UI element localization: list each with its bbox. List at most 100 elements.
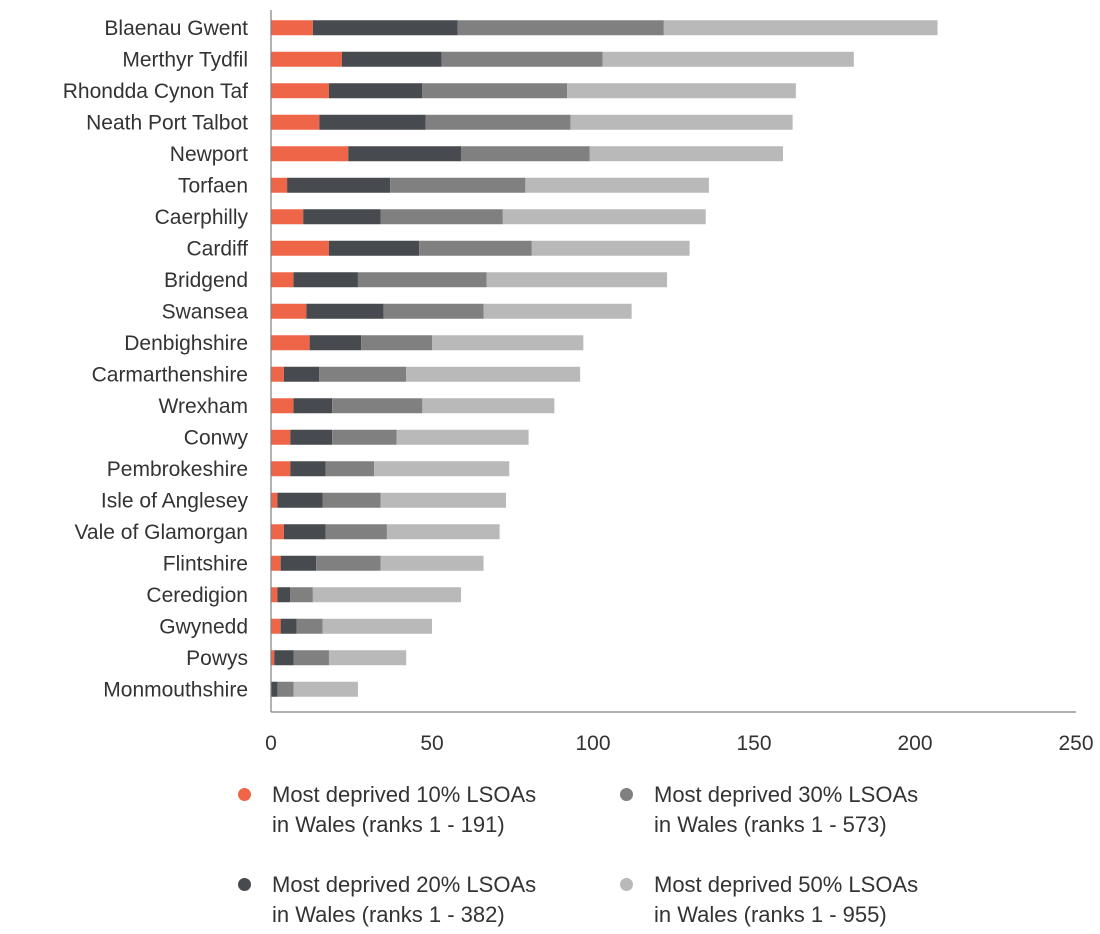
bar-swansea-series-1: [271, 303, 307, 319]
bar-caerphilly-series-3: [380, 209, 503, 225]
bar-caerphilly-series-1: [271, 209, 304, 225]
bar-newport-series-3: [460, 146, 590, 162]
bar-conwy-series-1: [271, 429, 291, 445]
bar-powys-series-2: [274, 650, 294, 666]
bar-monmouthshire-series-2: [271, 681, 278, 697]
bar-rhondda-cynon-taf-series-1: [271, 83, 329, 99]
legend-dot-30pct: [620, 788, 633, 801]
bar-isle-of-anglesey-series-1: [271, 492, 278, 508]
stacked-bar-chart: Blaenau Gwent Merthyr Tydfil Rhondda Cynon…: [63, 10, 1094, 755]
bar-vale-of-glamorgan-series-1: [271, 524, 284, 540]
x-tick-label-50: 50: [420, 732, 443, 755]
category-label-conwy: Conwy: [184, 426, 249, 449]
bar-carmarthenshire-series-3: [319, 366, 407, 382]
category-label-newport: Newport: [170, 143, 248, 166]
bar-pembrokeshire-series-1: [271, 461, 291, 477]
bar-newport-series-2: [348, 146, 461, 162]
bar-isle-of-anglesey-series-2: [277, 492, 323, 508]
bar-carmarthenshire-series-2: [283, 366, 320, 382]
bar-wrexham-series-4: [422, 398, 555, 414]
bar-wrexham-series-3: [332, 398, 423, 414]
bar-vale-of-glamorgan-series-4: [386, 524, 500, 540]
bar-bridgend-series-3: [357, 272, 487, 288]
legend-label-30pct-line2: in Wales (ranks 1 - 573): [654, 812, 887, 837]
bar-ceredigion-series-4: [312, 587, 461, 603]
bar-powys-series-3: [293, 650, 329, 666]
category-label-ceredigion: Ceredigion: [146, 584, 248, 607]
x-tick-label-100: 100: [575, 732, 610, 755]
bar-merthyr-tydfil-series-1: [271, 51, 342, 67]
bar-merthyr-tydfil-series-4: [602, 51, 854, 67]
x-tick-label-0: 0: [265, 732, 277, 755]
bar-wrexham-series-1: [271, 398, 294, 414]
category-label-monmouthshire: Monmouthshire: [103, 678, 248, 701]
bar-denbighshire-series-4: [432, 335, 584, 351]
bar-rhondda-cynon-taf-series-3: [422, 83, 568, 99]
category-label-denbighshire: Denbighshire: [124, 332, 248, 355]
legend-dot-20pct: [238, 878, 251, 891]
bar-neath-port-talbot-series-2: [319, 114, 426, 130]
bar-torfaen-series-4: [525, 177, 709, 193]
legend-label-20pct-line2: in Wales (ranks 1 - 382): [272, 902, 505, 927]
bar-isle-of-anglesey-series-3: [322, 492, 381, 508]
category-label-flintshire: Flintshire: [163, 552, 248, 575]
category-label-blaenau-gwent: Blaenau Gwent: [104, 17, 248, 40]
bar-pembrokeshire-series-2: [290, 461, 326, 477]
bar-flintshire-series-4: [380, 555, 484, 571]
legend-label-10pct-line2: in Wales (ranks 1 - 191): [272, 812, 505, 837]
bar-vale-of-glamorgan-series-3: [325, 524, 387, 540]
bar-neath-port-talbot-series-1: [271, 114, 320, 130]
legend-label-20pct-line1: Most deprived 20% LSOAs: [272, 872, 537, 897]
category-labels: Blaenau Gwent Merthyr Tydfil Rhondda Cynon…: [63, 17, 249, 702]
bar-swansea-series-3: [383, 303, 484, 319]
legend-label-20pct: Most deprived 20% LSOAs in Wales (ranks …: [272, 870, 602, 930]
category-label-torfaen: Torfaen: [178, 174, 248, 197]
x-tick-label-250: 250: [1058, 732, 1093, 755]
bar-cardiff-series-3: [419, 240, 532, 256]
bar-caerphilly-series-2: [303, 209, 381, 225]
bars-group: [271, 20, 938, 697]
bar-monmouthshire-series-3: [277, 681, 294, 697]
legend-label-50pct-line1: Most deprived 50% LSOAs: [654, 872, 919, 897]
bar-pembrokeshire-series-3: [325, 461, 375, 477]
bar-rhondda-cynon-taf-series-2: [328, 83, 423, 99]
category-label-cardiff: Cardiff: [187, 237, 249, 260]
category-label-merthyr-tydfil: Merthyr Tydfil: [122, 48, 248, 71]
bar-neath-port-talbot-series-3: [425, 114, 571, 130]
x-tick-label-150: 150: [736, 732, 771, 755]
bar-bridgend-series-4: [486, 272, 668, 288]
legend-dot-10pct: [238, 788, 251, 801]
category-label-wrexham: Wrexham: [159, 395, 248, 418]
category-label-bridgend: Bridgend: [164, 269, 248, 292]
bar-merthyr-tydfil-series-3: [441, 51, 603, 67]
bar-isle-of-anglesey-series-4: [380, 492, 507, 508]
bar-gwynedd-series-1: [271, 618, 281, 634]
x-tick-label-200: 200: [897, 732, 932, 755]
bar-cardiff-series-1: [271, 240, 329, 256]
category-label-gwynedd: Gwynedd: [159, 615, 248, 638]
category-label-vale-of-glamorgan: Vale of Glamorgan: [74, 521, 248, 544]
bar-conwy-series-3: [332, 429, 397, 445]
category-label-rhondda-cynon-taf: Rhondda Cynon Taf: [63, 80, 248, 103]
bar-conwy-series-4: [396, 429, 529, 445]
bar-ceredigion-series-3: [290, 587, 313, 603]
x-tick-labels: 0 50 100 150 200 250: [265, 732, 1093, 755]
bar-ceredigion-series-2: [277, 587, 291, 603]
bar-merthyr-tydfil-series-2: [341, 51, 442, 67]
bar-denbighshire-series-2: [309, 335, 362, 351]
bar-blaenau-gwent-series-4: [663, 20, 938, 36]
legend-label-10pct-line1: Most deprived 10% LSOAs: [272, 782, 537, 807]
category-label-carmarthenshire: Carmarthenshire: [92, 363, 248, 386]
bar-denbighshire-series-1: [271, 335, 310, 351]
bar-rhondda-cynon-taf-series-4: [567, 83, 796, 99]
bar-newport-series-4: [589, 146, 783, 162]
bar-vale-of-glamorgan-series-2: [283, 524, 326, 540]
category-label-pembrokeshire: Pembrokeshire: [107, 458, 248, 481]
bar-monmouthshire-series-4: [293, 681, 358, 697]
bar-carmarthenshire-series-4: [406, 366, 581, 382]
bar-caerphilly-series-4: [502, 209, 706, 225]
bar-powys-series-4: [328, 650, 407, 666]
bar-torfaen-series-1: [271, 177, 288, 193]
bar-blaenau-gwent-series-3: [457, 20, 664, 36]
bar-cardiff-series-2: [328, 240, 420, 256]
